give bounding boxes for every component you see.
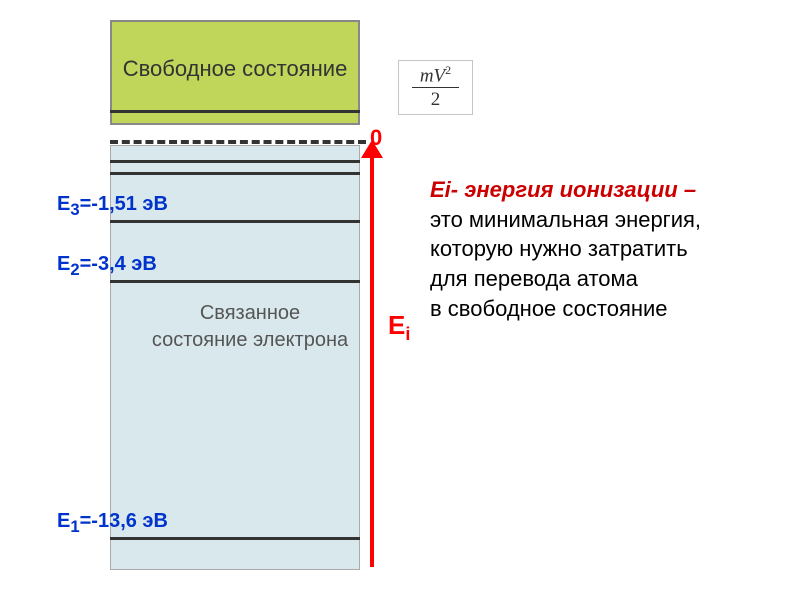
level-label-e2: Е2=-3,4 эВ bbox=[57, 253, 157, 280]
level-label-e1: Е1=-13,6 эВ bbox=[57, 510, 168, 537]
level-line-e1 bbox=[110, 537, 360, 540]
ionization-energy-definition: Еi- энергия ионизации – это минимальная … bbox=[430, 175, 770, 323]
energy-diagram: Свободное состояние 0 Е3=-1,51 эВ Е2=-3,… bbox=[90, 20, 360, 580]
free-state-inner-line bbox=[110, 110, 360, 113]
definition-line: для перевода атома bbox=[430, 266, 638, 291]
definition-line: которую нужно затратить bbox=[430, 236, 688, 261]
bound-state-label: Связанное состояние электрона bbox=[150, 300, 350, 354]
ei-label: Ei bbox=[388, 310, 410, 345]
definition-line: в свободное состояние bbox=[430, 296, 668, 321]
upper-bound-line-2 bbox=[110, 172, 360, 175]
arrow-head-icon bbox=[361, 140, 383, 158]
definition-header: Еi- энергия ионизации – bbox=[430, 177, 696, 202]
formula-numerator: mV2 bbox=[412, 64, 459, 87]
arrow-shaft bbox=[370, 152, 374, 567]
formula-denominator: 2 bbox=[431, 88, 441, 111]
zero-energy-line bbox=[110, 140, 366, 144]
upper-bound-line-1 bbox=[110, 160, 360, 163]
level-label-e3: Е3=-1,51 эВ bbox=[57, 193, 168, 220]
kinetic-energy-formula: mV2 2 bbox=[398, 60, 473, 115]
definition-line: это минимальная энергия, bbox=[430, 207, 701, 232]
level-line-e3 bbox=[110, 220, 360, 223]
ionization-arrow bbox=[363, 140, 383, 568]
free-state-label: Свободное состояние bbox=[120, 55, 350, 84]
level-line-e2 bbox=[110, 280, 360, 283]
